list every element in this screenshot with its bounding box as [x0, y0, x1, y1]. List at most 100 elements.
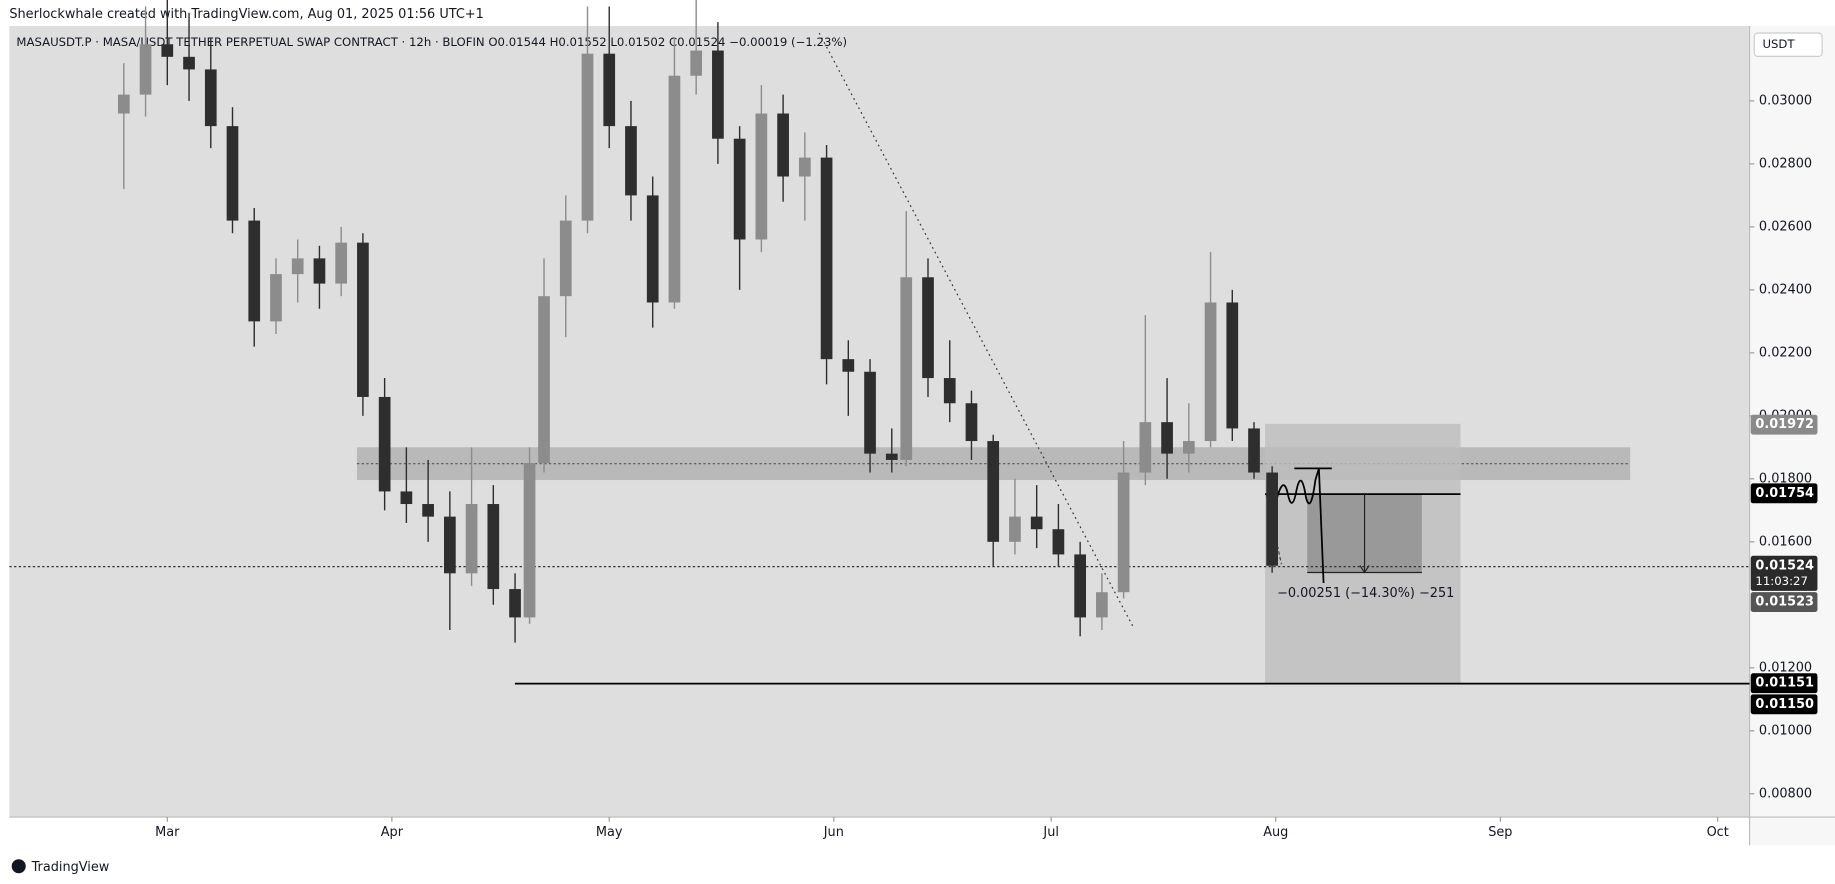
candle-body: [1266, 472, 1278, 566]
candle-body: [313, 258, 326, 284]
candle-body: [646, 195, 659, 303]
arrow-head: [1359, 565, 1370, 574]
candle-body: [733, 138, 746, 240]
candle-body: [777, 113, 789, 177]
candle-body: [922, 277, 934, 379]
price-label-box: [1750, 673, 1818, 694]
credit: Sherlockwhale created with TradingView.c…: [9, 7, 483, 22]
candle-body: [487, 504, 500, 590]
candle-body: [357, 242, 369, 397]
price-label-box: [1750, 483, 1818, 504]
sketch: [1274, 468, 1325, 584]
y-tick-label: 0.01000: [1759, 723, 1812, 738]
price-label: 0.01524: [1755, 558, 1814, 573]
candle-body: [864, 371, 876, 454]
candle-body: [842, 359, 855, 372]
candle-body: [509, 589, 521, 618]
candle-body: [538, 296, 550, 464]
price-label-box: [1750, 694, 1818, 715]
candle-body: [248, 220, 261, 322]
y-tick-label: 0.02800: [1759, 156, 1812, 171]
candle-body: [900, 277, 913, 460]
countdown: 11:03:27: [1755, 574, 1808, 588]
plot-area: [9, 25, 1750, 818]
candle-body: [820, 157, 833, 360]
x-tick-label: Jul: [1042, 825, 1059, 840]
candle-body: [1161, 422, 1173, 454]
candle-body: [226, 126, 239, 221]
drawings: [9, 32, 1750, 685]
y-tick-label: 0.00800: [1759, 786, 1812, 801]
candle-body: [625, 126, 637, 196]
candle-body: [204, 69, 217, 127]
price-label-box: [1750, 555, 1818, 591]
candle-body: [1182, 441, 1195, 454]
candle-body: [161, 44, 174, 57]
price-label: 0.01972: [1755, 417, 1814, 432]
candle-body: [443, 516, 456, 574]
candle-body: [139, 44, 152, 95]
candle-body: [422, 504, 434, 517]
x-tick-label: Oct: [1707, 825, 1729, 840]
candle-body: [1226, 302, 1239, 429]
candle-body: [1009, 516, 1021, 542]
candle-body: [117, 94, 130, 114]
logo: TradingView: [31, 860, 110, 875]
candle-body: [668, 75, 681, 303]
candle-body: [335, 242, 348, 284]
y-tick-label: 0.01200: [1759, 660, 1812, 675]
price-label: 0.01754: [1755, 486, 1814, 501]
candle-body: [523, 463, 536, 618]
candle-body: [183, 56, 195, 70]
candle-body: [690, 50, 703, 76]
candle-body: [1030, 516, 1043, 530]
y-tick-label: 0.02400: [1759, 282, 1812, 297]
candle-body: [559, 220, 572, 297]
candle-body: [1117, 472, 1130, 593]
trendline: [818, 32, 1134, 627]
x-tick-label: May: [596, 825, 623, 840]
price-label: 0.01151: [1755, 676, 1814, 691]
candle-body: [378, 396, 391, 492]
currency-button[interactable]: [1753, 32, 1823, 57]
price-label: 0.01150: [1755, 697, 1814, 712]
measure-label: −0.00251 (−14.30%) −251: [1277, 586, 1454, 601]
candle-body: [270, 274, 282, 322]
candle-body: [987, 441, 1000, 542]
y-tick-label: 0.03000: [1759, 93, 1812, 108]
candle-body: [798, 157, 811, 177]
y-tick-label: 0.01800: [1759, 471, 1812, 486]
candle-body: [885, 453, 898, 460]
x-tick-label: Aug: [1263, 825, 1288, 840]
candle-body: [1096, 592, 1108, 618]
y-tick-label: 0.02200: [1759, 345, 1812, 360]
candle-body: [712, 50, 724, 139]
x-tick-label: Jun: [823, 825, 844, 840]
candle-body: [581, 53, 594, 221]
candle-body: [1074, 554, 1086, 618]
logo-icon: [11, 859, 26, 874]
legend: MASAUSDT.P · MASA/USDT TETHER PERPETUAL …: [16, 35, 847, 49]
candle-body: [291, 258, 304, 275]
candle-body: [1052, 529, 1065, 555]
candle-body: [1204, 302, 1217, 442]
y-tick-label: 0.02600: [1759, 219, 1812, 234]
candle-body: [965, 403, 978, 442]
candle-body: [603, 53, 616, 127]
x-tick-label: Sep: [1488, 825, 1512, 840]
price-label: 0.01523: [1755, 595, 1814, 610]
price-label-box: [1750, 592, 1818, 612]
candle-body: [1248, 428, 1260, 473]
x-tick-label: Apr: [381, 825, 404, 840]
candle-body: [1139, 422, 1152, 473]
candle-body: [465, 504, 478, 574]
y-tick-label: 0.01600: [1759, 534, 1812, 549]
candle-body: [755, 113, 768, 240]
candle-body: [943, 378, 956, 404]
price-label-box: [1750, 414, 1818, 435]
x-tick-label: Mar: [155, 825, 180, 840]
currency: USDT: [1762, 37, 1795, 51]
candle-body: [400, 491, 413, 505]
